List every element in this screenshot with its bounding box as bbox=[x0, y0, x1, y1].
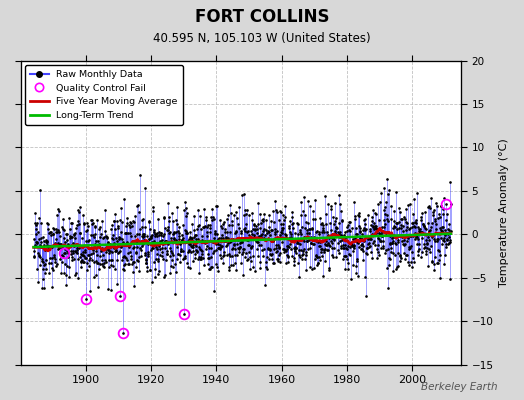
Text: Berkeley Earth: Berkeley Earth bbox=[421, 382, 498, 392]
Legend: Raw Monthly Data, Quality Control Fail, Five Year Moving Average, Long-Term Tren: Raw Monthly Data, Quality Control Fail, … bbox=[25, 65, 182, 125]
Y-axis label: Temperature Anomaly (°C): Temperature Anomaly (°C) bbox=[499, 138, 509, 287]
Text: 40.595 N, 105.103 W (United States): 40.595 N, 105.103 W (United States) bbox=[153, 32, 371, 45]
Text: FORT COLLINS: FORT COLLINS bbox=[195, 8, 329, 26]
